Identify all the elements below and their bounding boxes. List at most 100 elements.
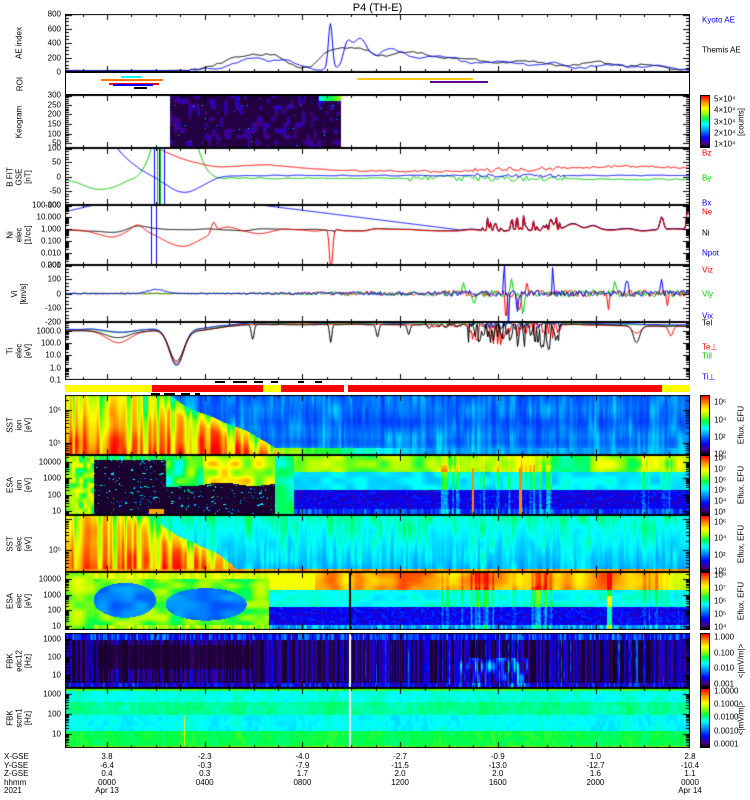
esa-elec-colorbar	[700, 572, 710, 630]
vi-legend-item: Viy	[702, 289, 713, 298]
bfit-legend: Bz By Bx	[702, 148, 750, 207]
bfit-ytick: 100	[47, 143, 61, 153]
keogram-colorbar-unit: [counts]	[736, 107, 746, 136]
mode-mark	[215, 381, 225, 383]
ti-ytick: 10.0	[45, 350, 61, 360]
fbk-scm1-colorbar-tick: 0.0001	[714, 739, 739, 749]
ni-legend-item: Npot	[702, 248, 719, 258]
esa-ion-colorbar	[700, 455, 710, 515]
ni-ytick: 10.000	[36, 212, 61, 222]
mode-segment	[65, 385, 152, 392]
vi-ytick: 200	[47, 260, 61, 270]
mode-segment	[280, 385, 345, 392]
fbk-edc12-spectrogram	[65, 633, 690, 688]
esa-elec-colorbar-tick: 10⁶	[714, 596, 727, 606]
sst-ion-ytick: 10⁶	[48, 405, 61, 415]
mode-segment	[347, 385, 662, 392]
sst-elec-colorbar-tick: 10⁰	[714, 566, 727, 576]
sst-elec-colorbar-unit: Eflux, EFU	[736, 524, 746, 563]
esa-ion-colorbar-tick: 10⁶	[714, 475, 727, 485]
mode-segment	[151, 385, 264, 392]
fbk-edc12-colorbar-tick: 0.001	[714, 679, 735, 689]
esa-elec-colorbar-tick: 10⁵	[714, 609, 727, 619]
sst-elec-colorbar-ticks: 10⁶ 10⁴ 10² 10⁰	[714, 515, 748, 576]
sst-ion-colorbar-unit: Eflux, EFU	[736, 405, 746, 445]
panel-ti: Ti elec [eV] 1000.0 100.0 10.0 1.0 0.1 Tel Te…	[6, 319, 718, 385]
mode-bar-marks-above	[65, 381, 690, 384]
keogram-ytick: 150	[47, 119, 61, 129]
ti-legend-item: Till	[702, 351, 712, 361]
bfit-legend-item: Bz	[702, 148, 712, 158]
fbk-edc12-colorbar-tick: 0.100	[714, 648, 735, 658]
bfit-legend-item: By	[702, 173, 712, 183]
panel-roi: ROI	[16, 72, 690, 95]
mode-mark	[151, 393, 160, 395]
ae-legend-item: Themis AE	[702, 45, 741, 55]
panel-esa-elec: ESA elec [eV] 10000 1000 100 10 10⁸ 10⁷ 10⁶ 10…	[6, 571, 746, 631]
ni-legend-item: Ne	[702, 207, 713, 217]
roi-interval-bar	[133, 86, 147, 89]
keogram-colorbar-tick: 3×10⁴	[714, 117, 736, 126]
esa-ion-colorbar-ticks: 10⁸ 10⁷ 10⁶ 10⁵ 10⁴ 10³	[714, 454, 748, 517]
ni-ytick: 0.100	[40, 236, 61, 246]
esa-ion-colorbar-tick: 10⁴	[714, 496, 727, 506]
esa-ion-ytick: 10000	[38, 457, 61, 467]
ni-ytick: 100.000	[32, 200, 61, 210]
fbk-scm1-yticks: 1000 100 10	[1, 688, 63, 748]
xaxis-column: -4.0 -7.9 1.7 0800	[293, 752, 312, 787]
roi-interval-bar	[356, 78, 473, 81]
sst-ion-spectrogram	[65, 395, 690, 455]
keogram-colorbar-tick: 2×10⁴	[714, 128, 736, 138]
esa-ion-yticks: 10000 1000 100 10	[1, 455, 63, 516]
mode-segment	[263, 385, 281, 392]
panel-ni: Ni elec [1/cc] 100.000 10.000 1.000 0.100 0.…	[6, 201, 719, 270]
fbk-scm1-spectrogram	[65, 688, 690, 748]
mode-bar	[65, 381, 690, 395]
ni-yticks: 100.000 10.000 1.000 0.100 0.010 0.001	[1, 201, 63, 270]
fbk-edc12-yticks: 1000 100 10	[1, 633, 63, 688]
roi-interval-bar	[120, 75, 141, 78]
mode-mark	[232, 381, 248, 383]
roi-interval-bar	[108, 82, 159, 85]
keogram-ytick: 250	[47, 100, 61, 110]
sst-ion-colorbar-tick: 10⁴	[714, 415, 727, 425]
ti-legend: Tel Te⊥ Till Ti⊥	[702, 318, 750, 382]
esa-elec-yticks: 10000 1000 100 10	[1, 572, 63, 630]
panel-ae: AE index 800 600 400 200 0 Kyoto AE Themis AE	[15, 10, 741, 77]
sst-elec-colorbar-tick: 10⁶	[714, 517, 727, 527]
panel-sst-elec: SST elec [eV] 10⁵ 10⁶ 10⁴ 10² 10⁰ Eflux, EF…	[6, 515, 746, 575]
fbk-edc12-ytick: 10	[52, 670, 61, 680]
mode-mark	[297, 381, 304, 383]
esa-elec-colorbar-tick: 10⁷	[714, 583, 726, 593]
fbk-edc12-colorbar-tick: 1.000	[714, 632, 735, 642]
fbk-scm1-colorbar-unit: <|mV/m|>	[736, 700, 746, 736]
mode-mark	[315, 381, 323, 383]
fbk-scm1-colorbar-ticks: 1.0000 0.1000 0.0100 0.0010 0.0001	[714, 687, 748, 749]
bfit-ytick: -100	[44, 200, 61, 210]
sst-ion-colorbar-tick: 10²	[714, 432, 726, 442]
fbk-scm1-colorbar-tick: 0.0010	[714, 726, 739, 736]
ti-legend-item: Tel	[702, 318, 713, 328]
ae-legend-item: Kyoto AE	[702, 15, 735, 25]
sst-elec-yticks: 10⁵	[1, 515, 63, 572]
mode-mark	[253, 381, 263, 383]
mode-bar-marks-below	[65, 393, 690, 396]
roi-interval-bar	[429, 80, 489, 83]
xaxis-row-label: Y-GSE	[4, 760, 29, 770]
sst-ion-colorbar	[700, 395, 710, 455]
fbk-scm1-ytick: 10	[52, 729, 61, 739]
panel-fbk-scm1: FBK scm1 [Hz] 1000 100 10 1.0000 0.1000 0.01…	[6, 687, 746, 749]
esa-elec-ytick: 10000	[38, 574, 61, 584]
esa-elec-colorbar-tick: 10⁸	[714, 570, 727, 580]
vi-ytick: -100	[44, 303, 61, 313]
roi-interval-bar	[100, 79, 163, 82]
esa-elec-ytick: 1000	[43, 590, 61, 600]
fbk-edc12-colorbar-unit: <|mV/m|>	[736, 643, 746, 678]
roi-bars	[66, 73, 689, 94]
sst-elec-ytick: 10⁵	[48, 545, 61, 555]
xaxis-column: 3.8 -6.4 0.4 0000 Apr 13	[95, 752, 119, 796]
fbk-scm1-colorbar-tick: 0.0100	[714, 712, 739, 722]
keogram-colorbar-tick: 4×10⁴	[714, 105, 736, 115]
keogram-ytick: 300	[47, 90, 61, 100]
